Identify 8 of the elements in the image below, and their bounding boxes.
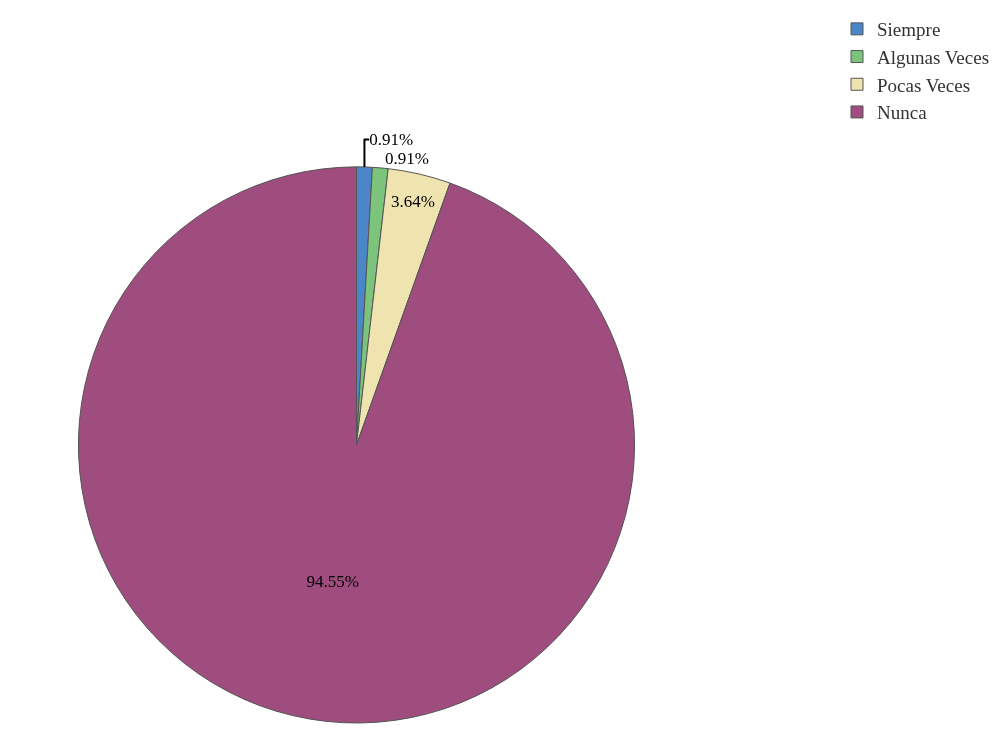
legend-label: Siempre [877,19,941,41]
legend-label: Nunca [877,102,928,124]
data-label: 94.55% [306,572,359,592]
data-label: 0.91% [385,148,429,168]
legend-label: Algunas Veces [877,46,990,68]
data-label: 3.64% [391,192,436,212]
legend-label: Pocas Veces [877,74,971,96]
data-label: 0.91% [369,129,414,149]
